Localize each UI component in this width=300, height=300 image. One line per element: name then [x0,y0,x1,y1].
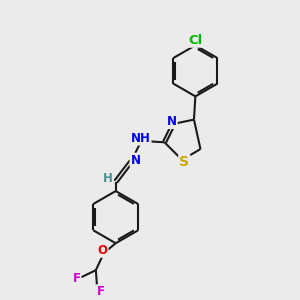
Text: H: H [103,172,113,185]
Text: S: S [179,155,189,169]
Text: N: N [167,115,177,128]
Text: N: N [130,154,140,167]
Text: F: F [97,285,105,298]
Text: Cl: Cl [188,34,202,47]
Text: F: F [73,272,81,285]
Text: O: O [98,244,108,257]
Text: NH: NH [131,131,151,145]
